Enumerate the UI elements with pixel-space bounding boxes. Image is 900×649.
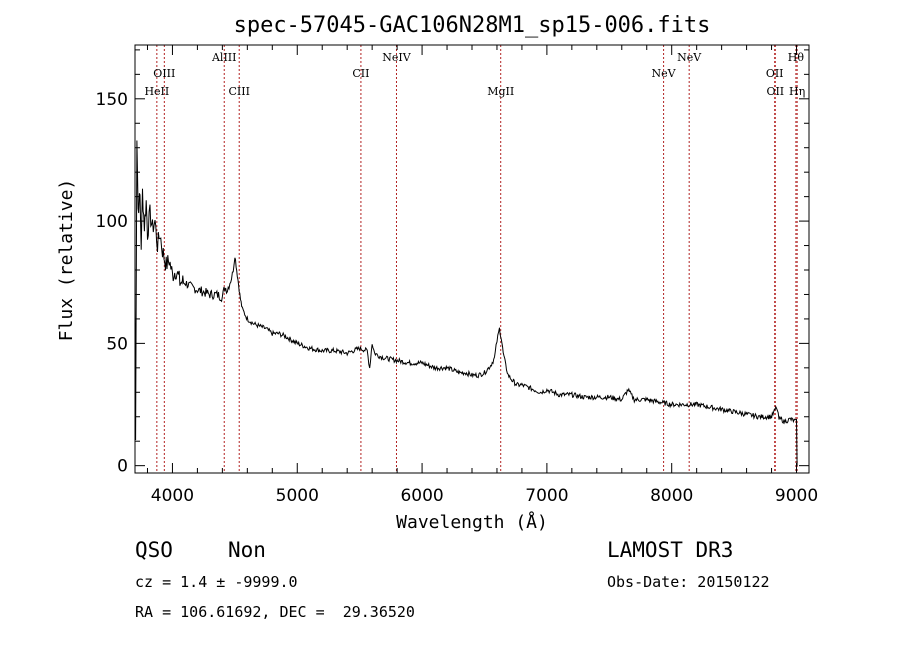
plot-frame bbox=[134, 44, 810, 474]
emission-line-label: NeIV bbox=[382, 51, 411, 64]
x-tick-label: 7000 bbox=[525, 486, 568, 506]
emission-line-label: OII bbox=[766, 85, 784, 98]
emission-line-label: HeII bbox=[144, 85, 169, 98]
x-axis: 4000 5000 6000 7000 8000 9000 bbox=[146, 45, 818, 506]
emission-line-label: MgII bbox=[487, 85, 514, 98]
emission-line-label: CII bbox=[352, 67, 369, 80]
x-tick-label: 9000 bbox=[775, 486, 818, 506]
emission-line-label: NeV bbox=[677, 51, 702, 64]
object-subclass: Non bbox=[228, 538, 266, 562]
observation-date: Obs-Date: 20150122 bbox=[607, 573, 770, 591]
x-axis-label: Wavelength (Å) bbox=[396, 511, 548, 533]
y-tick-label: 0 bbox=[117, 457, 128, 477]
survey-name: LAMOST DR3 bbox=[607, 538, 734, 562]
redshift-readout: cz = 1.4 ± -9999.0 bbox=[135, 573, 298, 591]
emission-line-label: AlIII bbox=[211, 51, 237, 64]
spectrum-line bbox=[134, 140, 798, 466]
emission-line-label: OIII bbox=[153, 67, 175, 80]
x-tick-label: 8000 bbox=[650, 486, 693, 506]
y-tick-label: 100 bbox=[96, 212, 128, 232]
y-tick-label: 150 bbox=[96, 90, 128, 110]
spectrum-series bbox=[134, 140, 798, 466]
y-axis: 0 50 100 150 bbox=[96, 49, 809, 477]
object-class: QSO bbox=[135, 538, 173, 562]
y-tick-label: 50 bbox=[106, 334, 128, 354]
emission-line-label: CIII bbox=[228, 85, 249, 98]
emission-line-label: Hθ bbox=[788, 51, 805, 64]
emission-line-label: Hη bbox=[789, 85, 805, 98]
x-tick-label: 6000 bbox=[400, 486, 443, 506]
emission-line-label: OII bbox=[766, 67, 784, 80]
x-tick-label: 4000 bbox=[151, 486, 194, 506]
coordinates-readout: RA = 106.61692, DEC = 29.36520 bbox=[135, 603, 415, 621]
emission-line-label: NeV bbox=[652, 67, 677, 80]
chart-title: spec-57045-GAC106N28M1_sp15-006.fits bbox=[234, 13, 711, 38]
y-axis-label: Flux (relative) bbox=[56, 179, 77, 342]
x-tick-label: 5000 bbox=[276, 486, 319, 506]
